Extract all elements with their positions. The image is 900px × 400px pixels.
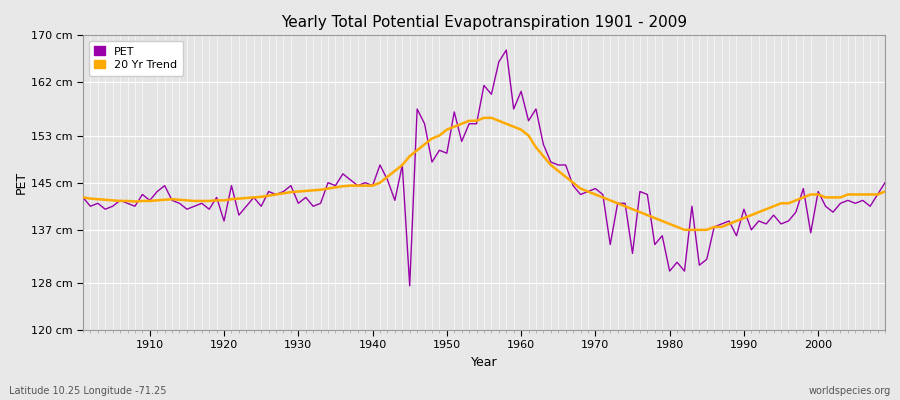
Text: Latitude 10.25 Longitude -71.25: Latitude 10.25 Longitude -71.25 (9, 386, 166, 396)
Y-axis label: PET: PET (15, 171, 28, 194)
Legend: PET, 20 Yr Trend: PET, 20 Yr Trend (88, 41, 183, 76)
X-axis label: Year: Year (471, 356, 498, 369)
Title: Yearly Total Potential Evapotranspiration 1901 - 2009: Yearly Total Potential Evapotranspiratio… (281, 15, 687, 30)
Text: worldspecies.org: worldspecies.org (809, 386, 891, 396)
